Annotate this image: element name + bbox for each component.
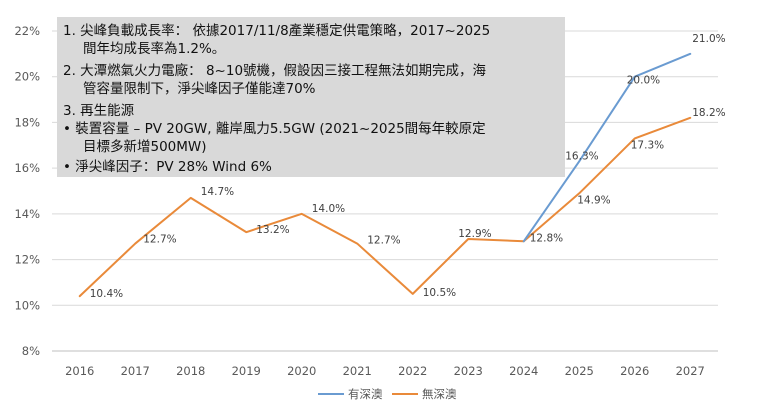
x-tick-label: 2018 [176,364,205,378]
x-tick-label: 2026 [620,364,649,378]
data-label: 14.7% [201,186,234,198]
annotation-box: 1. 尖峰負載成長率： 依據2017/11/8產業穩定供電策略，2017~202… [57,17,565,177]
x-tick-label: 2016 [65,364,94,378]
data-label: 12.8% [530,232,563,244]
note-line-1: 1. 尖峰負載成長率： 依據2017/11/8產業穩定供電策略，2017~202… [63,23,491,39]
y-axis: 8% 10% 12% 14% 16% 18% 20% 22% [14,24,40,358]
y-tick-label: 14% [14,207,40,221]
data-labels: 16.3% 20.0% 21.0% 10.4% 12.7% 14.7% 13.2% 14.0%… [90,33,726,300]
x-tick-label: 2017 [121,364,150,378]
note-line-5: • 淨尖峰因子：PV 28% Wind 6% [63,159,272,175]
data-label: 16.3% [565,150,598,162]
data-label: 10.4% [90,288,123,300]
data-label: 12.7% [367,235,400,247]
y-tick-label: 22% [14,24,40,38]
x-tick-label: 2019 [232,364,261,378]
legend-label: 無深澳 [422,387,457,401]
y-tick-label: 8% [22,344,40,358]
y-tick-label: 20% [14,70,40,84]
note-line-4-cont: 目標多新增500MW) [83,139,207,155]
note-line-1-cont: 間年均成長率為1.2%。 [83,41,226,57]
x-tick-label: 2027 [676,364,705,378]
series-line-with-shen-ao [522,52,692,243]
note-line-3: 3. 再生能源 [63,103,135,119]
x-tick-label: 2020 [287,364,316,378]
x-axis: 2016 2017 2018 2019 2020 2021 2022 2023 2024 2025… [65,364,705,378]
x-tick-label: 2024 [509,364,538,378]
data-label: 14.9% [577,194,610,206]
data-label: 20.0% [627,75,660,87]
data-label: 10.5% [423,287,456,299]
note-line-4: • 裝置容量 – PV 20GW, 離岸風力5.5GW (2021~2025間每… [63,121,486,137]
legend-label: 有深澳 [348,387,383,401]
data-label: 14.0% [312,203,345,215]
data-label: 21.0% [692,33,725,45]
data-label: 12.9% [458,228,491,240]
series-line-without-shen-ao [78,116,692,298]
x-tick-label: 2022 [398,364,427,378]
data-label: 13.2% [256,224,289,236]
y-tick-label: 18% [14,115,40,129]
y-tick-label: 16% [14,161,40,175]
legend: 有深澳 無深澳 [318,387,457,401]
note-line-2-cont: 管容量限制下，淨尖峰因子僅能達70% [83,81,316,97]
x-tick-label: 2025 [565,364,594,378]
x-tick-label: 2023 [454,364,483,378]
y-tick-label: 12% [14,253,40,267]
y-tick-label: 10% [14,298,40,312]
x-tick-label: 2021 [343,364,372,378]
data-label: 12.7% [143,234,176,246]
data-label: 18.2% [692,107,725,119]
data-label: 17.3% [631,139,664,151]
note-line-2: 2. 大潭燃氣火力電廠： 8~10號機，假設因三接工程無法如期完成，海 [63,63,487,79]
series-lines [78,52,692,298]
